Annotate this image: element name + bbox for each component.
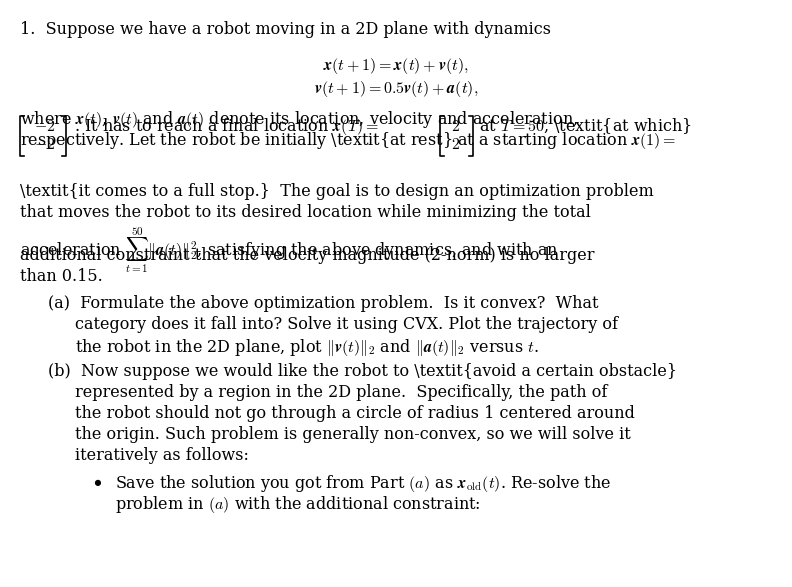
Text: $\boldsymbol{x}(t+1) = \boldsymbol{x}(t) + \boldsymbol{v}(t),$: $\boldsymbol{x}(t+1) = \boldsymbol{x}(t)… [323, 56, 469, 76]
Text: the origin. Such problem is generally non-convex, so we will solve it: the origin. Such problem is generally no… [75, 426, 631, 443]
Text: $-2$: $-2$ [34, 136, 55, 153]
Text: that moves the robot to its desired location while minimizing the total: that moves the robot to its desired loca… [20, 204, 591, 221]
Text: the robot should not go through a circle of radius 1 centered around: the robot should not go through a circle… [75, 405, 635, 422]
Text: problem in $(a)$ with the additional constraint:: problem in $(a)$ with the additional con… [115, 494, 481, 515]
Text: $2$: $2$ [451, 118, 460, 135]
Text: respectively. Let the robot be initially \textit{at rest} at a starting location: respectively. Let the robot be initially… [20, 130, 676, 151]
Text: iteratively as follows:: iteratively as follows: [75, 447, 249, 464]
Text: where $\boldsymbol{x}(t)$, $\boldsymbol{v}(t)$ and $\boldsymbol{a}(t)$ denote it: where $\boldsymbol{x}(t)$, $\boldsymbol{… [20, 109, 577, 130]
Text: represented by a region in the 2D plane.  Specifically, the path of: represented by a region in the 2D plane.… [75, 384, 607, 401]
Text: (a)  Formulate the above optimization problem.  Is it convex?  What: (a) Formulate the above optimization pro… [48, 295, 598, 312]
Text: Save the solution you got from Part $(a)$ as $\boldsymbol{x}_{\mathrm{old}}(t)$.: Save the solution you got from Part $(a)… [115, 473, 611, 494]
Text: additional constraint that the velocity magnitude (2-norm) is no larger: additional constraint that the velocity … [20, 247, 594, 264]
Text: $\boldsymbol{v}(t+1) = 0.5\boldsymbol{v}(t) + \boldsymbol{a}(t),$: $\boldsymbol{v}(t+1) = 0.5\boldsymbol{v}… [314, 79, 478, 99]
Text: at $T = 50$, \textit{at which}: at $T = 50$, \textit{at which} [479, 116, 691, 136]
Text: . It has to reach a final location $\boldsymbol{x}(T) =$: . It has to reach a final location $\bol… [74, 116, 379, 137]
Text: \textit{it comes to a full stop.}  The goal is to design an optimization problem: \textit{it comes to a full stop.} The go… [20, 183, 653, 200]
Text: acceleration $\sum_{t=1}^{50} \|\boldsymbol{a}(t)\|_2^2$, satisfying the above d: acceleration $\sum_{t=1}^{50} \|\boldsym… [20, 225, 558, 275]
Text: $-2$: $-2$ [34, 118, 55, 135]
Text: $2$: $2$ [451, 136, 460, 153]
Text: (b)  Now suppose we would like the robot to \textit{avoid a certain obstacle}: (b) Now suppose we would like the robot … [48, 363, 676, 380]
Text: $\bullet$: $\bullet$ [93, 473, 102, 490]
Text: the robot in the 2D plane, plot $\|\boldsymbol{v}(t)\|_2$ and $\|\boldsymbol{a}(: the robot in the 2D plane, plot $\|\bold… [75, 337, 539, 358]
Text: than 0.15.: than 0.15. [20, 268, 102, 285]
Text: category does it fall into? Solve it using CVX. Plot the trajectory of: category does it fall into? Solve it usi… [75, 316, 619, 333]
Text: 1.  Suppose we have a robot moving in a 2D plane with dynamics: 1. Suppose we have a robot moving in a 2… [20, 21, 550, 38]
